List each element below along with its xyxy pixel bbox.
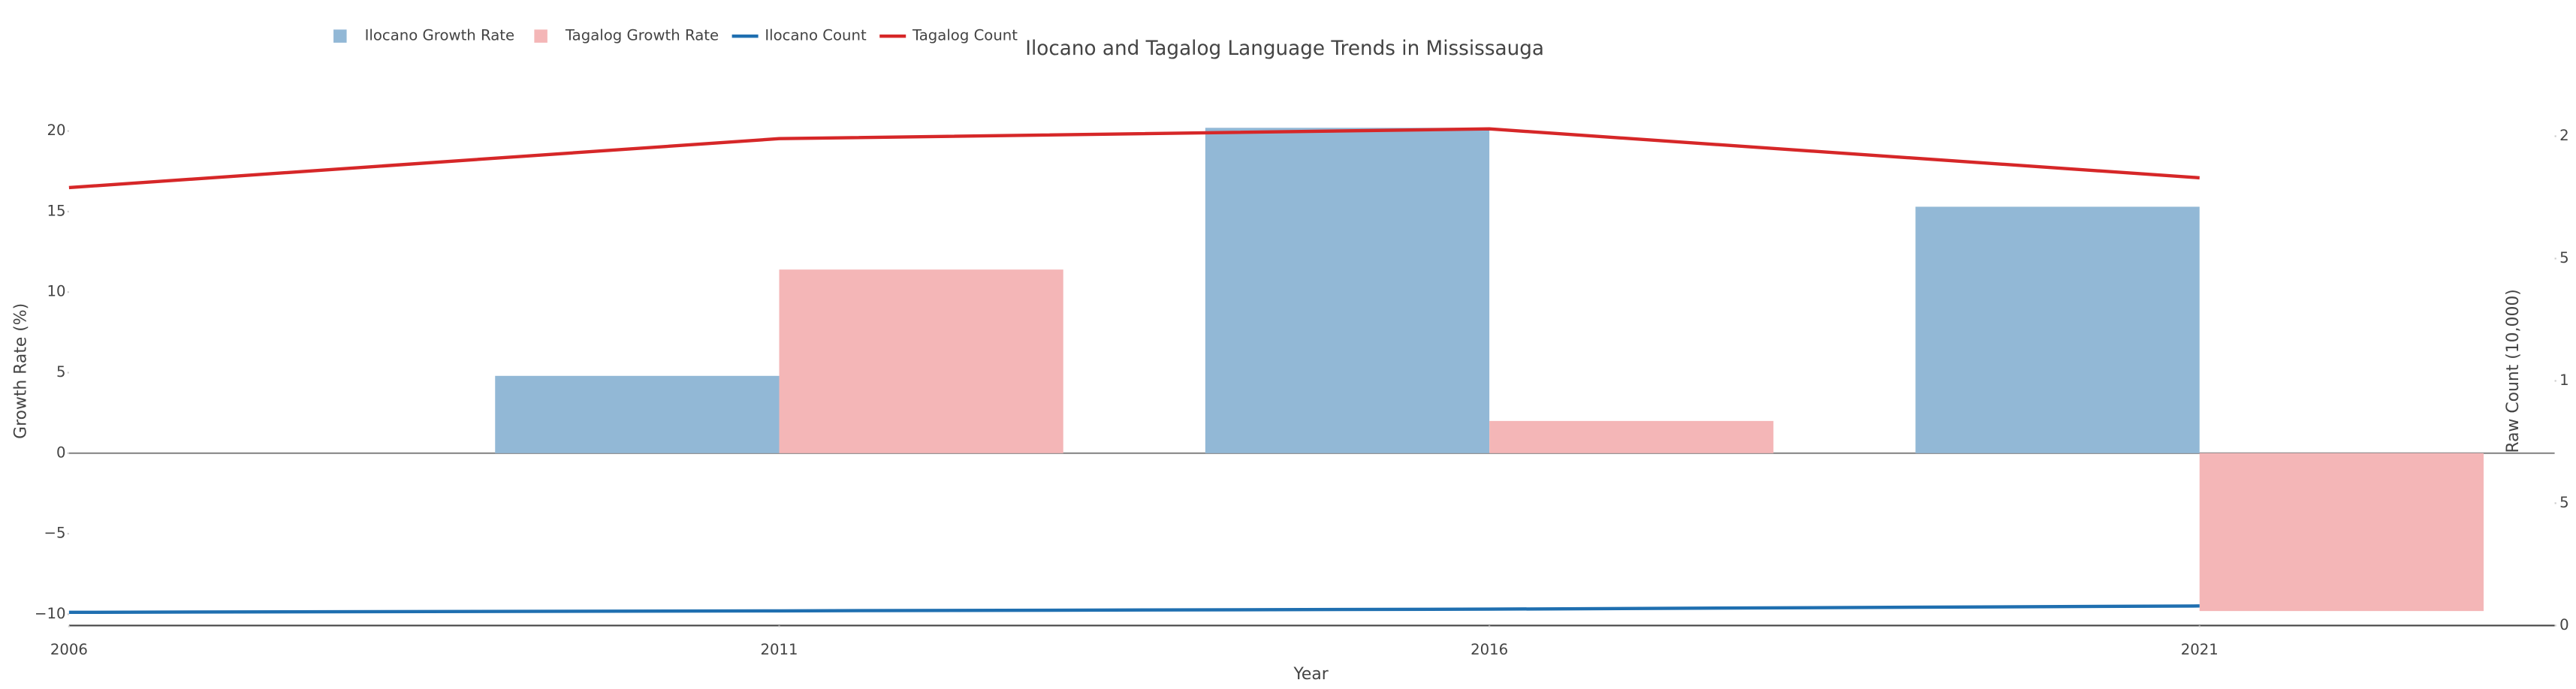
y2-tick-label: 5 — [2559, 494, 2569, 511]
y-tick-label: 5 — [56, 363, 66, 381]
x-tick-label: 2016 — [1470, 641, 1508, 658]
bar — [495, 375, 780, 453]
line — [68, 127, 2200, 190]
legend-label: Tagalog Growth Rate — [565, 27, 719, 44]
y2-tick-label: 2 — [2559, 127, 2569, 144]
y2-axis-title: Raw Count (10,000) — [2504, 289, 2523, 453]
y-tick-label: −10 — [35, 605, 66, 622]
bar — [1915, 206, 2200, 453]
y2-tick-label: 1 — [2559, 372, 2569, 389]
chart-title: Ilocano and Tagalog Language Trends in M… — [1025, 38, 1544, 60]
x-tick-label: 2006 — [50, 641, 88, 658]
plot: Ilocano and Tagalog Language Trends in M… — [11, 27, 2568, 684]
x-axis-title: Year — [1293, 665, 1328, 684]
line — [68, 604, 2200, 615]
legend-swatch — [333, 29, 347, 43]
x-tick-label: 2021 — [2181, 641, 2219, 658]
bar — [1489, 420, 1774, 453]
legend-swatch — [534, 29, 547, 43]
legend-label: Ilocano Count — [765, 27, 867, 44]
y-tick-label: 15 — [47, 202, 65, 219]
y2-tick-label: 5 — [2559, 249, 2569, 266]
legend-label: Tagalog Count — [912, 27, 1018, 44]
legend-label: Ilocano Growth Rate — [365, 27, 515, 44]
bar — [2199, 453, 2484, 612]
y-axis-title: Growth Rate (%) — [11, 303, 30, 439]
bar — [1205, 128, 1490, 453]
y-tick-label: −5 — [44, 525, 66, 542]
x-tick-label: 2011 — [760, 641, 798, 658]
y2-tick-label: 0 — [2559, 616, 2569, 633]
y-tick-label: 0 — [56, 444, 66, 461]
y-tick-label: 20 — [47, 122, 65, 139]
bar — [779, 269, 1063, 453]
y-tick-label: 10 — [47, 283, 65, 300]
